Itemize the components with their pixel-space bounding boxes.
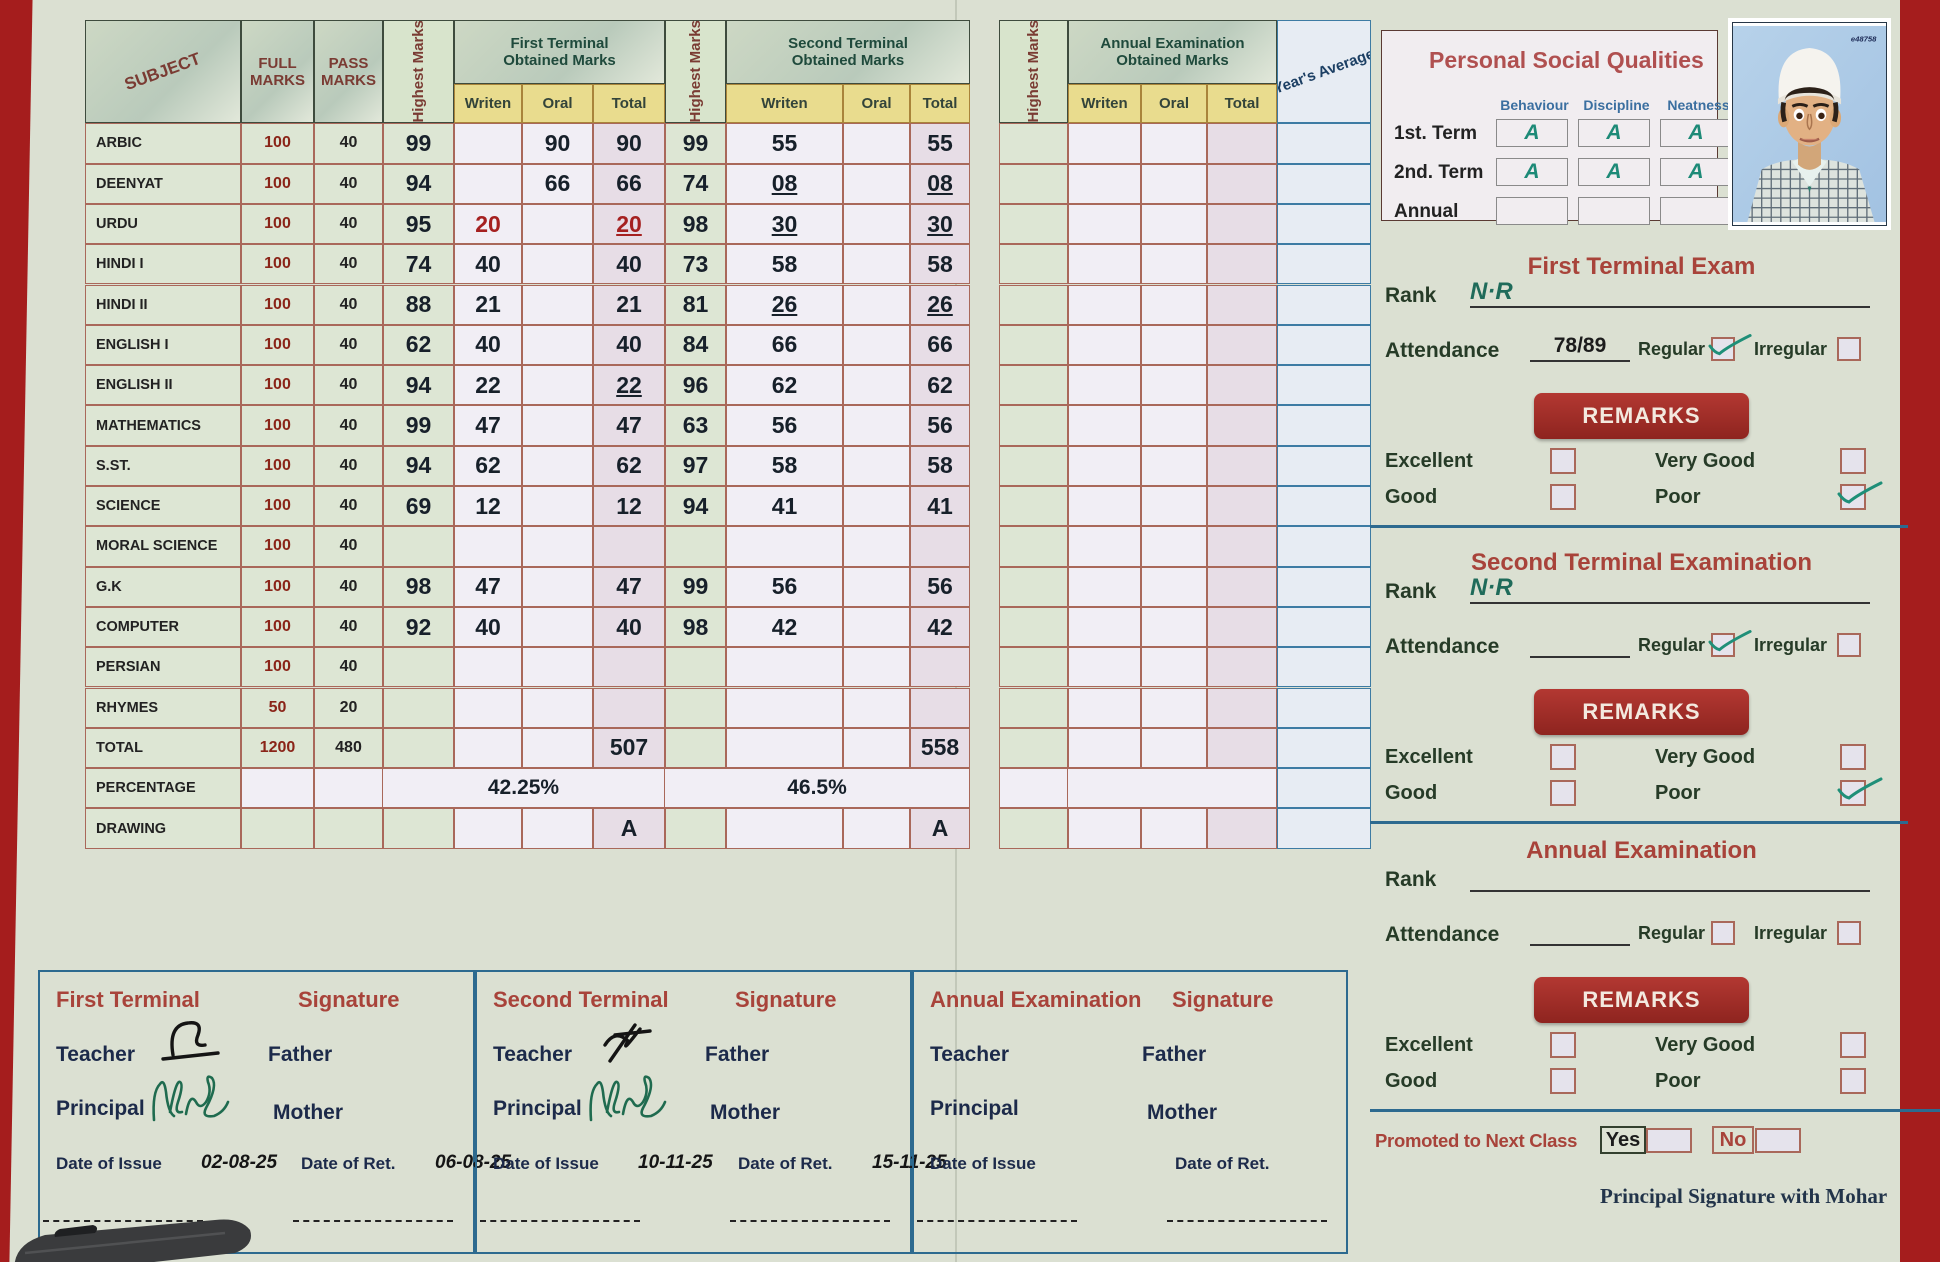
svg-text:e48758: e48758: [1851, 34, 1877, 43]
